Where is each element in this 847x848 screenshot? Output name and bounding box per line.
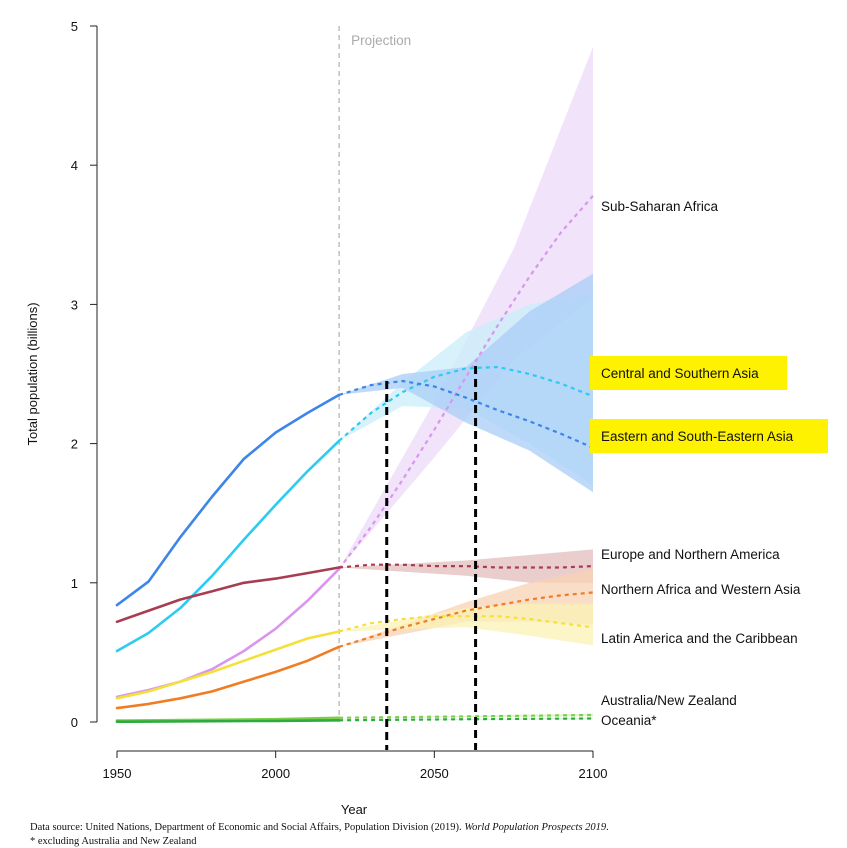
series-labels: Sub-Saharan Africa Central and Southern A… (590, 199, 828, 728)
x-tick-label: 2000 (261, 766, 290, 781)
central-and-southern-asia-history-line (115, 439, 341, 653)
eastern-and-south-eastern-asia-history-line (115, 393, 341, 607)
central-and-southern-asia-projection-line (338, 365, 594, 442)
eastern-and-south-eastern-asia-highlight (590, 419, 828, 453)
central-and-southern-asia-highlight (590, 356, 787, 390)
uncertainty-bands (339, 46, 593, 721)
eastern-and-south-eastern-asia-projection-line (338, 379, 594, 449)
y-tick-label: 2 (71, 437, 78, 452)
northern-africa-and-western-asia-projection-line (338, 591, 594, 648)
axes: 0 1 2 3 4 5 1950 2000 2050 2100 (71, 19, 608, 781)
sub-saharan-africa-label: Sub-Saharan Africa (601, 199, 719, 214)
x-tick-label: 1950 (103, 766, 132, 781)
source-prefix: Data source: United Nations, Department … (30, 822, 465, 833)
y-tick-label: 1 (71, 576, 78, 591)
y-tick-label: 5 (71, 19, 78, 34)
series-lines (115, 195, 594, 723)
x-tick-label: 2050 (420, 766, 449, 781)
sub-saharan-africa-projection-line (338, 195, 594, 570)
oceania-band (339, 717, 593, 721)
source-suffix: . (606, 822, 609, 833)
australia-new-zealand-band (339, 713, 593, 718)
latin-america-and-the-caribbean-projection-line (338, 615, 594, 633)
y-axis-title: Total population (billions) (25, 302, 40, 445)
australia-new-zealand-projection-line (339, 713, 594, 719)
oceania-footnote: * excluding Australia and New Zealand (30, 836, 197, 847)
latin-america-and-the-caribbean-history-line (115, 630, 341, 700)
data-source-note: Data source: United Nations, Department … (30, 822, 609, 833)
eastern-and-south-eastern-asia-label: Eastern and South-Eastern Asia (601, 429, 794, 444)
central-and-southern-asia-label: Central and Southern Asia (601, 366, 759, 381)
oceania-label: Oceania* (601, 713, 657, 728)
northern-africa-and-western-asia-history-line (115, 645, 341, 710)
europe-and-northern-america-history-line (115, 566, 341, 624)
projection-label: Projection (351, 33, 411, 48)
y-tick-label: 3 (71, 297, 78, 312)
northern-africa-and-western-asia-label: Northern Africa and Western Asia (601, 582, 801, 597)
x-tick-label: 2100 (579, 766, 608, 781)
x-axis-title: Year (341, 802, 368, 815)
europe-and-northern-america-band (339, 549, 593, 583)
australia-new-zealand-label: Australia/New Zealand (601, 693, 737, 708)
population-chart: Projection 0 1 2 3 4 5 1950 2000 2050 2100 Sub-Sa… (25, 19, 828, 815)
source-title: World Population Prospects 2019 (464, 822, 607, 833)
oceania-history-line (115, 719, 341, 723)
y-tick-label: 0 (71, 715, 78, 730)
y-tick-label: 4 (71, 158, 78, 173)
year-markers (385, 366, 478, 750)
latin-america-and-the-caribbean-band (339, 603, 593, 646)
eastern-and-south-eastern-asia-band (339, 273, 593, 493)
latin-america-and-the-caribbean-label: Latin America and the Caribbean (601, 631, 798, 646)
oceania-projection-line (339, 717, 594, 722)
europe-and-northern-america-projection-line (339, 563, 594, 569)
europe-and-northern-america-label: Europe and Northern America (601, 547, 780, 562)
